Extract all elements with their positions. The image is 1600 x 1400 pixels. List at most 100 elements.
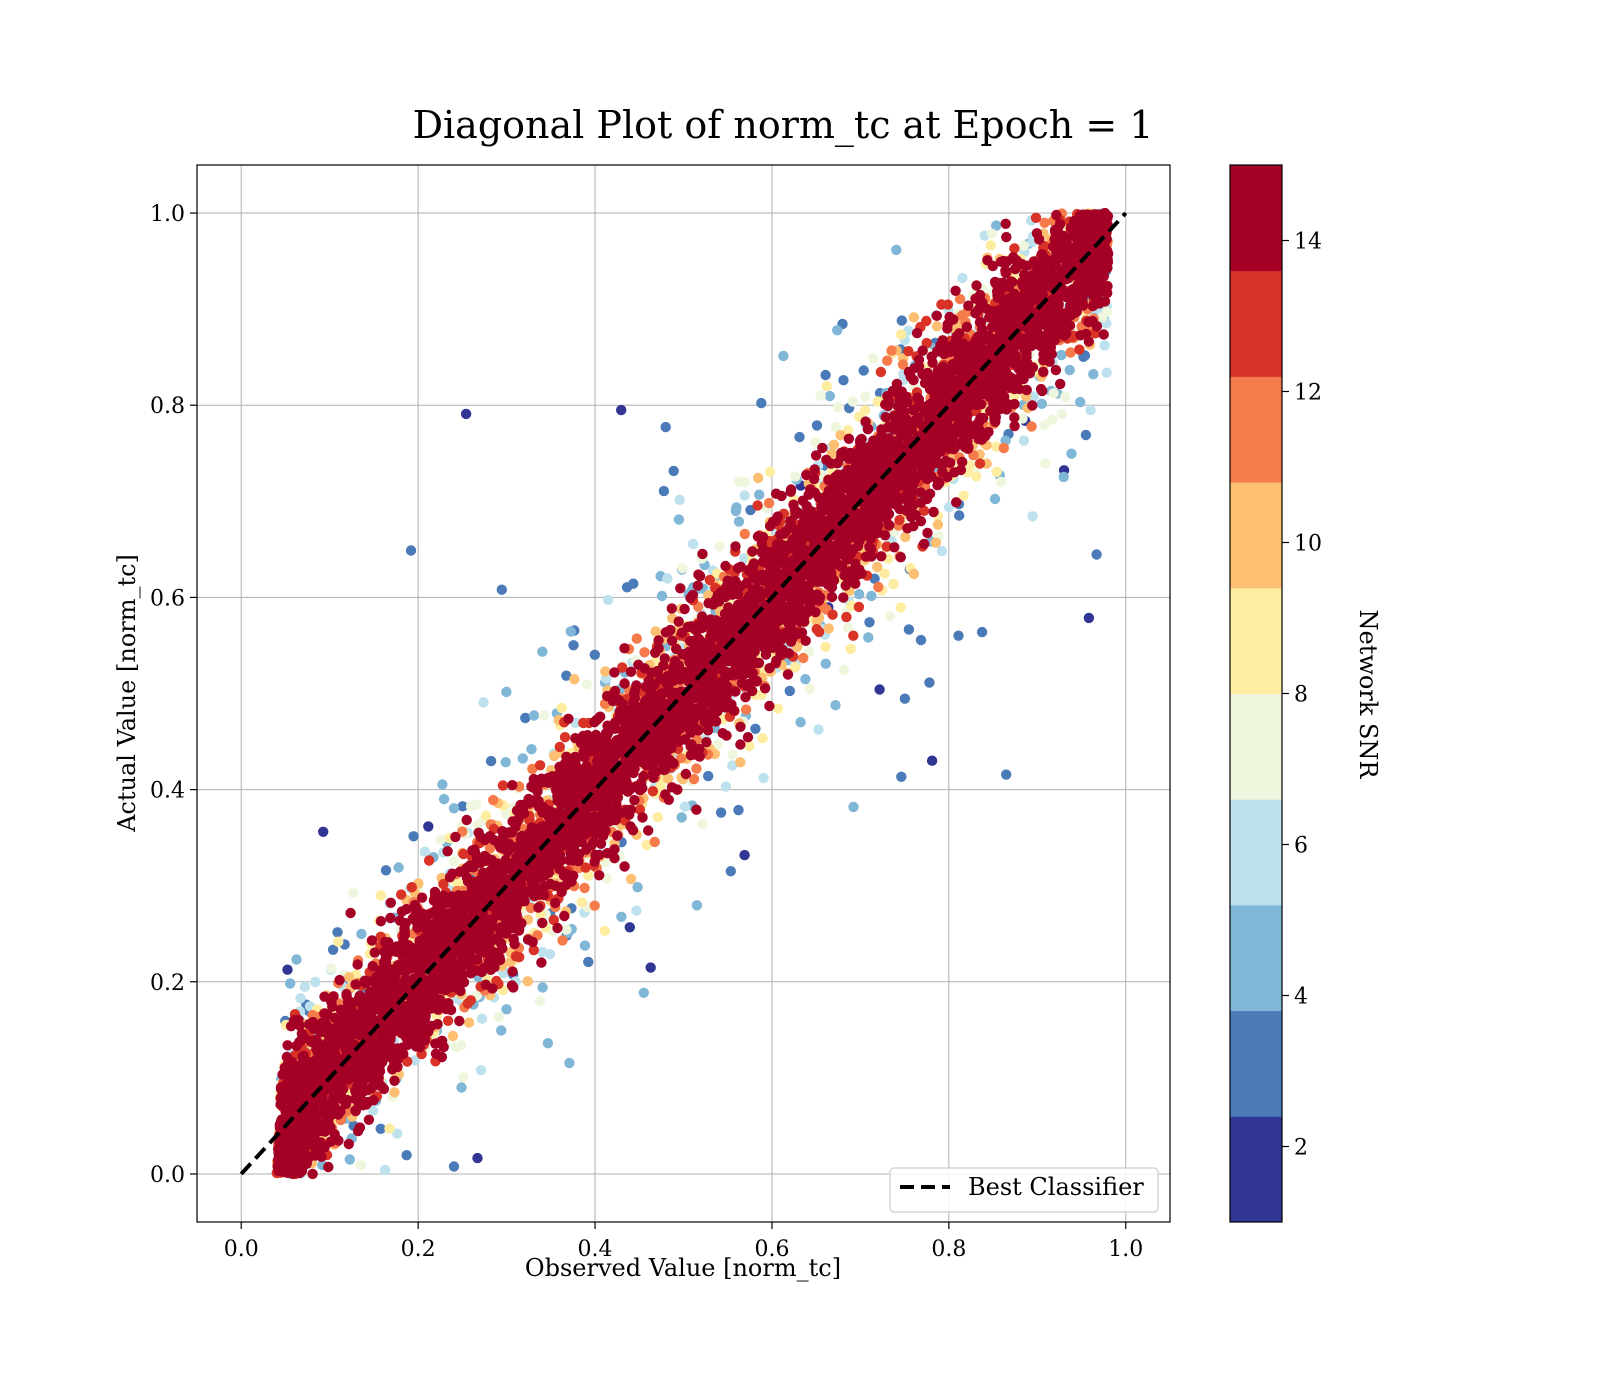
scatter-point [930, 537, 942, 548]
scatter-point [824, 390, 835, 402]
scatter-point [557, 935, 568, 946]
scatter-point [995, 476, 1007, 488]
scatter-point [1030, 212, 1042, 223]
scatter-point [951, 497, 962, 508]
scatter-point [733, 516, 745, 527]
scatter-point [1047, 414, 1058, 425]
scatter-point [631, 633, 642, 644]
scatter-point [1060, 391, 1071, 403]
scatter-point [624, 922, 635, 933]
scatter-points [271, 207, 1114, 1180]
scatter-point [568, 640, 579, 651]
scatter-point [447, 1030, 459, 1042]
scatter-point [581, 679, 593, 690]
scatter-point [897, 359, 909, 370]
scatter-point [942, 299, 954, 310]
scatter-point [1018, 240, 1029, 251]
scatter-point [442, 846, 453, 857]
scatter-point [908, 568, 920, 580]
scatter-point [579, 940, 591, 951]
scatter-point [860, 391, 871, 402]
scatter-point [931, 310, 942, 321]
scatter-point [908, 312, 920, 323]
scatter-point [419, 846, 431, 857]
scatter-point [375, 890, 386, 901]
scatter-point [389, 1087, 400, 1098]
scatter-point [847, 396, 859, 407]
chart-title: Diagonal Plot of norm_tc at Epoch = 1 [413, 103, 1154, 148]
scatter-point [896, 315, 907, 326]
scatter-point [820, 658, 831, 669]
scatter-point [639, 647, 650, 658]
scatter-point [599, 925, 610, 936]
scatter-point [823, 623, 834, 634]
scatter-point [1039, 217, 1050, 228]
scatter-point [872, 561, 883, 573]
scatter-point [712, 739, 723, 750]
scatter-point [556, 702, 567, 714]
scatter-point [456, 1082, 467, 1093]
scatter-point [827, 609, 838, 620]
scatter-point [679, 801, 691, 812]
scatter-point [754, 489, 765, 500]
scatter-point [616, 404, 627, 416]
scatter-point [656, 590, 668, 602]
scatter-point [549, 750, 560, 762]
scatter-point [534, 760, 546, 771]
scatter-point [697, 548, 708, 560]
scatter-point [299, 981, 311, 992]
scatter-point [841, 611, 852, 623]
scatter-point [510, 951, 522, 962]
scatter-point [1065, 347, 1076, 358]
scatter-point [888, 578, 899, 590]
scatter-point [367, 1105, 379, 1116]
scatter-point [936, 545, 948, 557]
scatter-point [542, 1038, 554, 1049]
scatter-point [790, 662, 801, 673]
scatter-point [589, 900, 600, 911]
scatter-point [1039, 420, 1050, 431]
scatter-point [1040, 458, 1051, 469]
scatter-point [1056, 349, 1067, 361]
scatter-point [1066, 448, 1077, 459]
scatter-point [462, 998, 473, 1009]
scatter-point [369, 947, 380, 958]
scatter-point [886, 345, 897, 356]
scatter-point [673, 514, 685, 525]
scatter-point [343, 1138, 354, 1150]
scatter-point [500, 808, 512, 820]
scatter-point [874, 684, 885, 695]
scatter-point [868, 353, 879, 364]
scatter-point [845, 643, 856, 655]
scatter-point [915, 634, 927, 646]
scatter-point [332, 927, 343, 938]
scatter-point [1083, 612, 1095, 624]
scatter-point [976, 626, 988, 638]
scatter-point [894, 514, 905, 526]
scatter-point [333, 936, 344, 947]
scatter-point [989, 493, 1001, 505]
scatter-point [1074, 344, 1085, 355]
scatter-point [517, 753, 528, 764]
scatter-point [832, 401, 844, 413]
scatter-point [991, 466, 1002, 477]
scatter-point [641, 839, 652, 851]
scatter-point [725, 866, 736, 877]
scatter-point [691, 900, 703, 911]
scatter-point [501, 1004, 512, 1015]
scatter-point [405, 545, 417, 556]
scatter-point [891, 244, 902, 256]
scatter-point [1085, 405, 1096, 416]
scatter-point [578, 717, 589, 729]
scatter-point [344, 1154, 355, 1165]
scatter-point [282, 964, 293, 975]
scatter-point [757, 733, 768, 744]
scatter-point [950, 285, 961, 296]
scatter-point [448, 803, 460, 814]
scatter-point [884, 610, 896, 622]
scatter-point [811, 420, 823, 431]
scatter-point [554, 741, 565, 753]
scatter-point [348, 887, 359, 899]
scatter-point [325, 963, 337, 974]
